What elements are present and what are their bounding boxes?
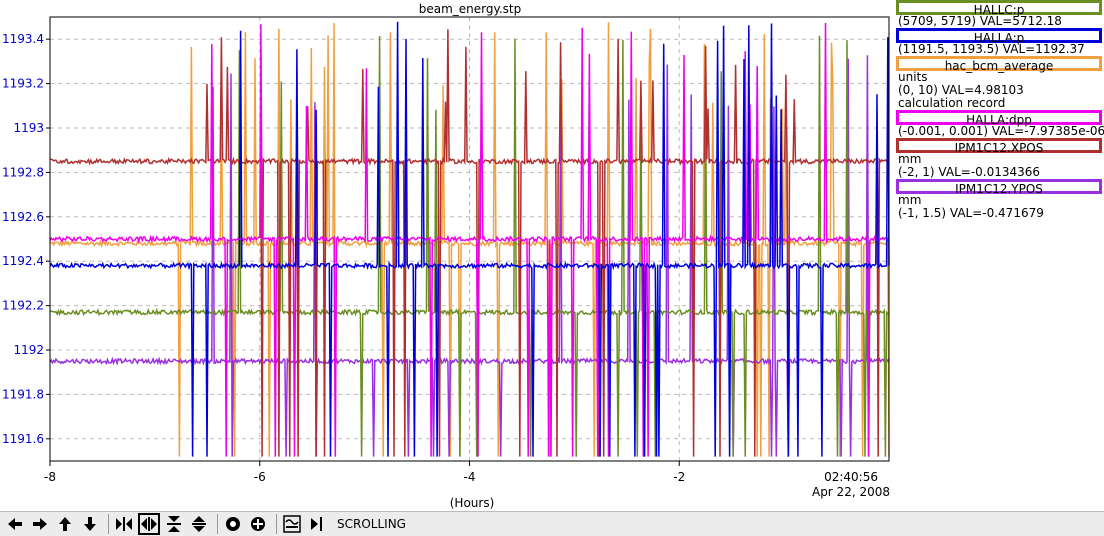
legend-label-box[interactable]: hac_bcm_average	[896, 56, 1102, 73]
series-line-halla-p	[49, 21, 890, 457]
center-icon	[251, 517, 265, 531]
series-line-ipm1c12-ypos	[49, 55, 890, 457]
legend-value: VAL=-0.0134366	[938, 165, 1041, 179]
arrow-right-icon	[33, 518, 47, 530]
scroll-up-button[interactable]	[54, 513, 76, 535]
x-tick-label: -6	[254, 470, 266, 484]
legend-entry-hac-bcm-average[interactable]: hac_bcm_average units (0, 10) VAL=4.9810…	[894, 56, 1104, 110]
autoscale-icon	[226, 517, 240, 531]
legend-units: units	[898, 70, 928, 84]
chart-title: beam_energy.stp	[419, 2, 522, 16]
strip-chart-plot[interactable]: beam_energy.stp 1193.41193.211931192.811…	[0, 0, 1104, 511]
legend-label-box[interactable]: HALLA:p	[896, 28, 1102, 45]
legend-note: calculation record	[898, 96, 1006, 110]
scroll-right-button[interactable]	[29, 513, 51, 535]
legend-range: (-2, 1)	[898, 165, 935, 179]
time-stamp: 02:40:56	[824, 470, 878, 484]
toolbar-separator	[276, 514, 277, 534]
zoom-in-y-icon	[167, 516, 181, 532]
arrow-left-icon	[8, 518, 22, 530]
legend-label-box[interactable]: IPM1C12.XPOS	[896, 138, 1102, 155]
toolbar-separator	[217, 514, 218, 534]
fit-button[interactable]	[281, 513, 303, 535]
y-tick-label: 1193.4	[2, 32, 44, 46]
series-layer	[49, 21, 890, 457]
zoom-out-x-button[interactable]	[138, 513, 160, 535]
legend-range: (1191.5, 1193.5)	[898, 42, 999, 56]
scroll-mode-label: SCROLLING	[337, 517, 406, 531]
legend-entry-hallc-p[interactable]: HALLC:p (5709, 5719) VAL=5712.18	[894, 0, 1104, 28]
x-tick-label: -8	[44, 470, 56, 484]
y-tick-label: 1191.6	[2, 432, 44, 446]
legend-entry-halla-p[interactable]: HALLA:p (1191.5, 1193.5) VAL=1192.37	[894, 28, 1104, 56]
center-button[interactable]	[247, 513, 269, 535]
y-tick-label: 1193.2	[2, 77, 44, 91]
scroll-left-button[interactable]	[4, 513, 26, 535]
legend-range: (0, 10)	[898, 83, 938, 97]
legend-units: mm	[898, 193, 922, 207]
scroll-icon	[311, 517, 322, 531]
x-tick-label: -4	[464, 470, 476, 484]
zoom-out-y-icon	[192, 516, 206, 532]
x-tick-label: -2	[673, 470, 685, 484]
autoscale-button[interactable]	[222, 513, 244, 535]
legend-entry-halla-dpp[interactable]: HALLA:dpp (-0.001, 0.001) VAL=-7.97385e-…	[894, 110, 1104, 138]
y-tick-label: 1192.4	[2, 254, 44, 268]
x-axis: -8 -6 -4 -2	[44, 461, 685, 484]
zoom-out-y-button[interactable]	[188, 513, 210, 535]
y-tick-label: 1192.8	[2, 165, 44, 179]
arrow-up-icon	[59, 517, 71, 531]
legend-label-box[interactable]: HALLA:dpp	[896, 110, 1102, 127]
series-line-hallc-p	[49, 35, 890, 457]
legend-entry-ipm1c12-ypos[interactable]: IPM1C12.YPOS mm (-1, 1.5) VAL=-0.471679	[894, 179, 1104, 220]
scroll-button[interactable]	[306, 513, 328, 535]
fit-icon	[283, 515, 301, 533]
y-tick-label: 1193	[13, 121, 44, 135]
legend-range: (5709, 5719)	[898, 14, 977, 28]
legend-range: (-1, 1.5)	[898, 206, 947, 220]
legend-entry-ipm1c12-xpos[interactable]: IPM1C12.XPOS mm (-2, 1) VAL=-0.0134366	[894, 138, 1104, 179]
zoom-in-x-button[interactable]	[113, 513, 135, 535]
y-tick-label: 1192	[13, 343, 44, 357]
y-axis: 1193.4 1193.2 1193 1192.8 1192.6 1192.4 1192.2…	[2, 32, 50, 446]
legend-value: VAL=5712.18	[979, 14, 1062, 28]
y-tick-label: 1192.2	[2, 299, 44, 313]
legend-panel: HALLC:p (5709, 5719) VAL=5712.18 HALLA:p…	[894, 0, 1104, 220]
toolbar: SCROLLING	[0, 511, 1104, 536]
x-axis-label: (Hours)	[450, 496, 495, 510]
legend-label-box[interactable]: IPM1C12.YPOS	[896, 179, 1102, 196]
arrow-down-icon	[84, 517, 96, 531]
legend-label-box[interactable]: HALLC:p	[896, 0, 1102, 17]
zoom-in-y-button[interactable]	[163, 513, 185, 535]
date-stamp: Apr 22, 2008	[812, 485, 890, 499]
y-tick-label: 1191.8	[2, 387, 44, 401]
scroll-down-button[interactable]	[79, 513, 101, 535]
zoom-in-x-icon	[116, 517, 132, 531]
legend-value: VAL=-7.97385e-06	[991, 124, 1104, 138]
toolbar-separator	[108, 514, 109, 534]
legend-units: mm	[898, 152, 922, 166]
y-tick-label: 1192.6	[2, 210, 44, 224]
legend-value: VAL=1192.37	[1002, 42, 1085, 56]
legend-range: (-0.001, 0.001)	[898, 124, 989, 138]
zoom-out-x-icon	[141, 517, 157, 531]
legend-value: VAL=4.98103	[941, 83, 1024, 97]
legend-value: VAL=-0.471679	[949, 206, 1044, 220]
